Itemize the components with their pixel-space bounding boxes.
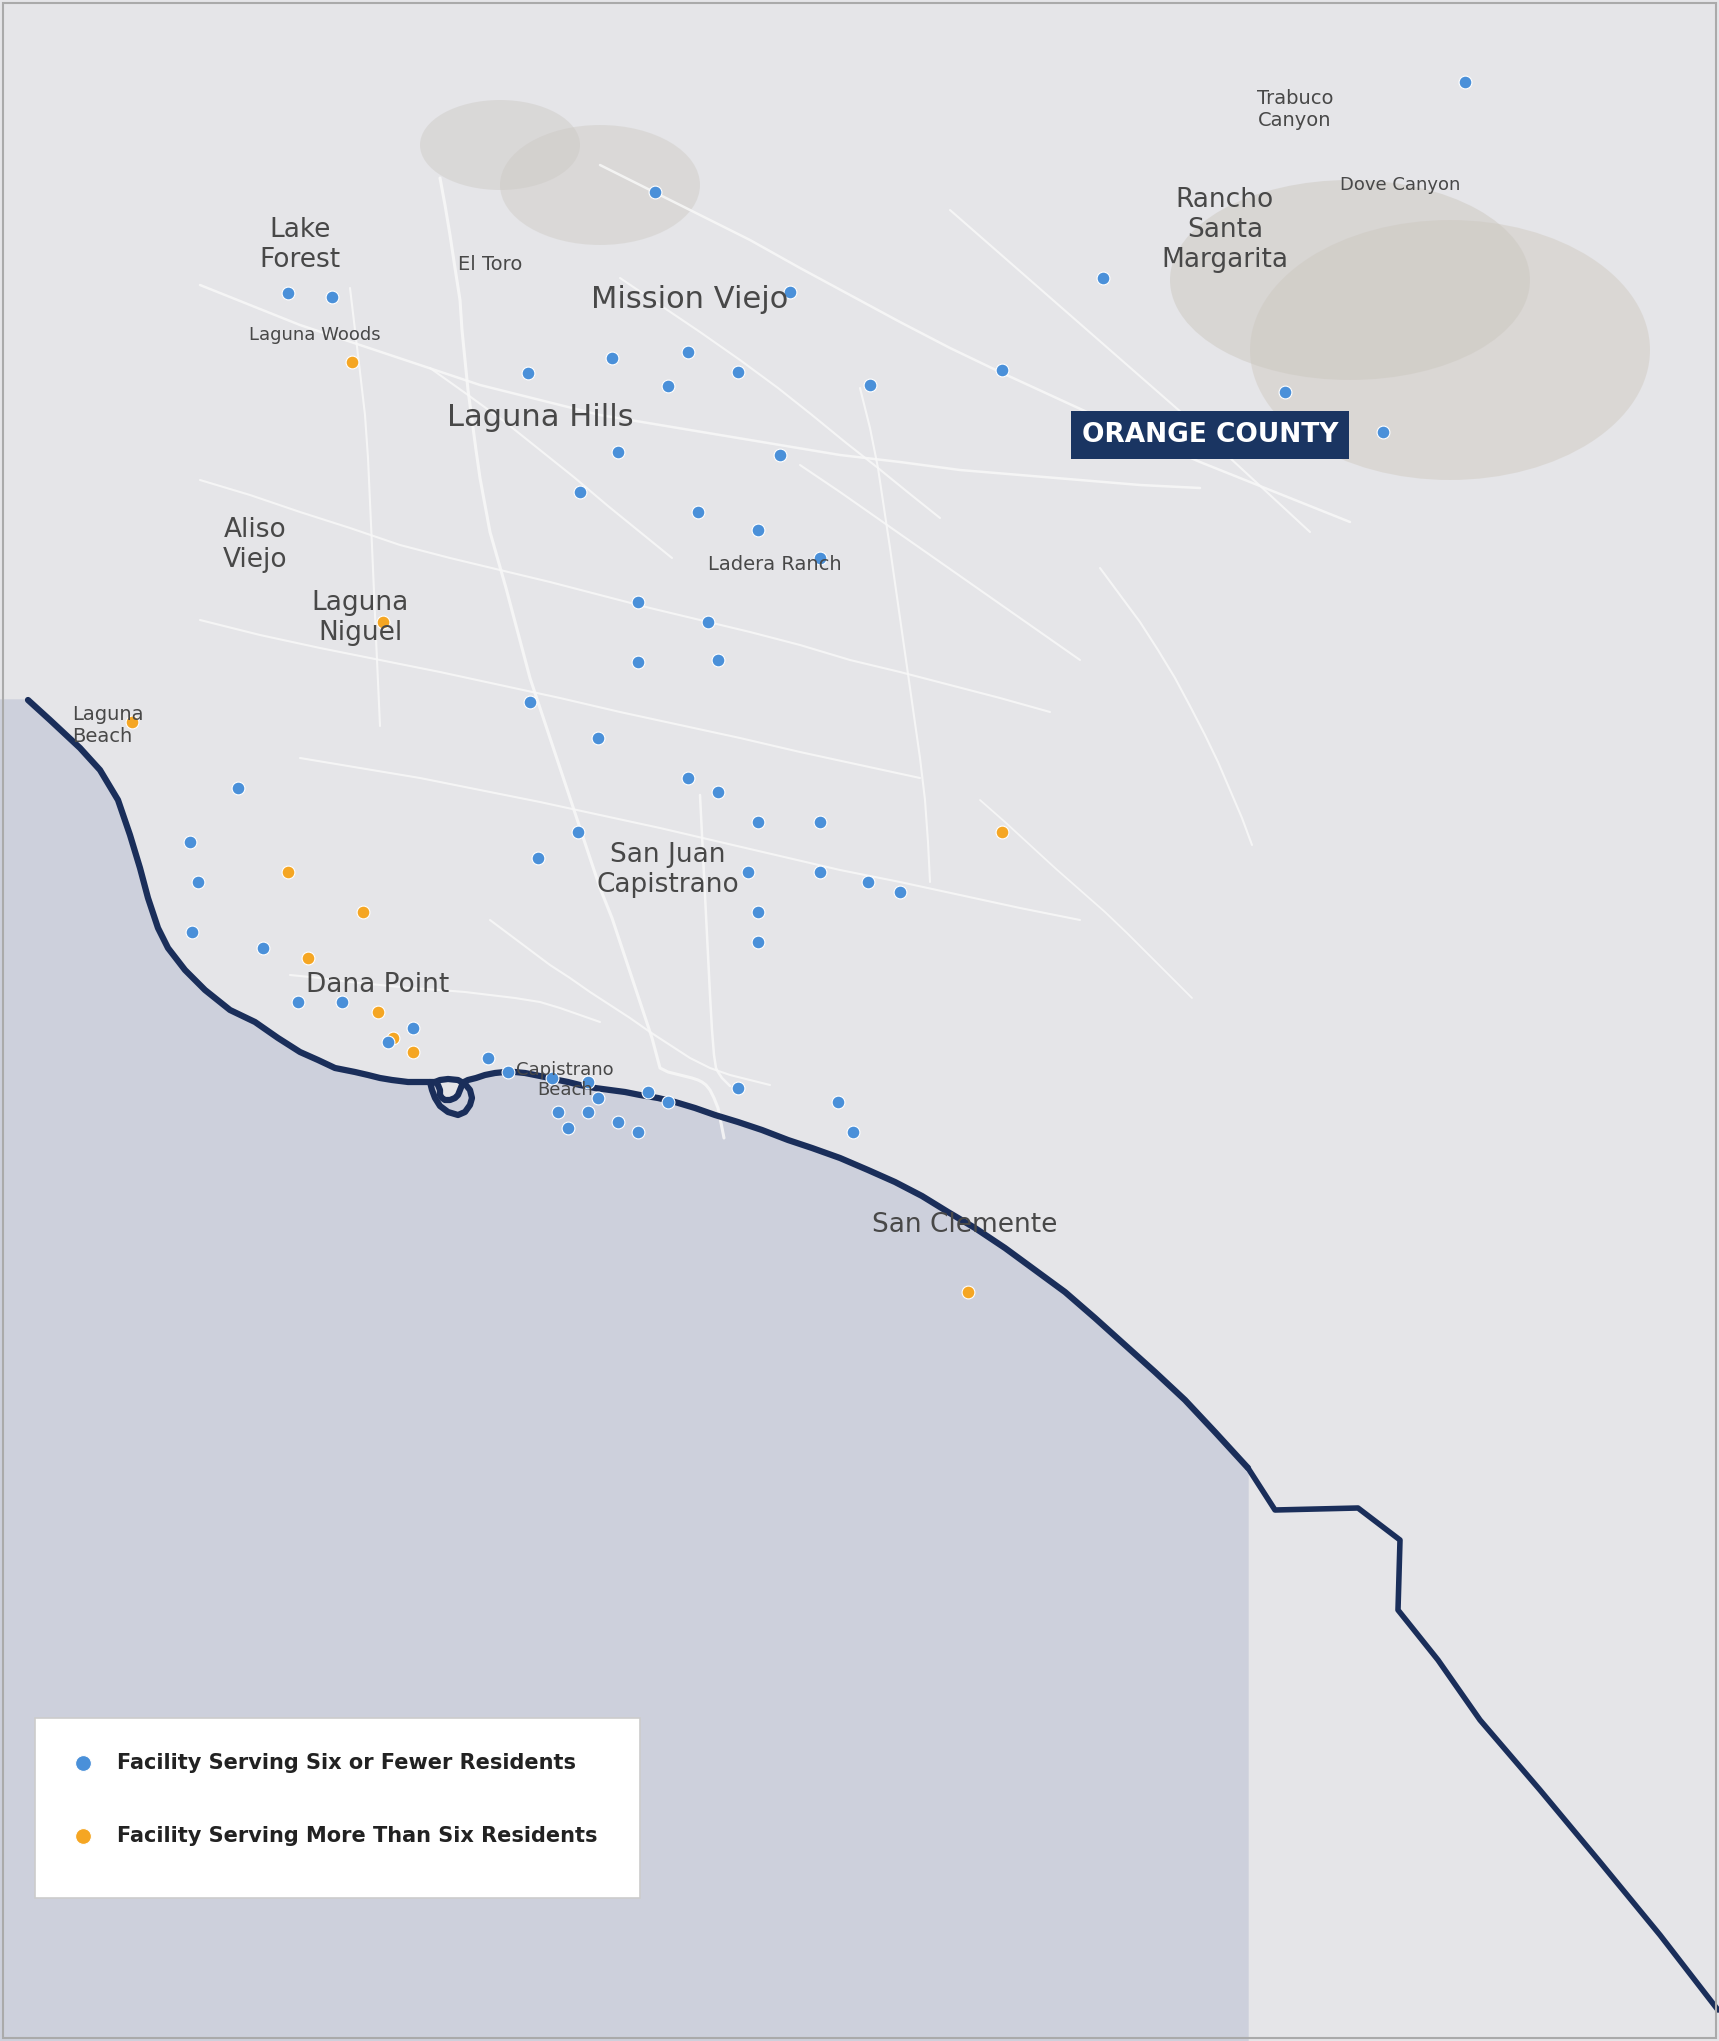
- Point: [641, 176, 669, 208]
- Polygon shape: [0, 700, 1248, 2041]
- Point: [294, 941, 321, 974]
- Point: [574, 1065, 602, 1098]
- Point: [684, 496, 712, 529]
- Point: [179, 916, 206, 949]
- Point: [564, 816, 591, 849]
- Point: [854, 865, 882, 898]
- Point: [538, 1061, 566, 1094]
- Point: [839, 1116, 866, 1149]
- Point: [516, 686, 543, 718]
- Point: [275, 278, 303, 310]
- Point: [856, 369, 884, 402]
- Point: [339, 345, 366, 378]
- Point: [624, 645, 652, 678]
- Point: [349, 896, 376, 929]
- Point: [495, 1055, 523, 1088]
- Point: [724, 1072, 751, 1104]
- Text: Mission Viejo: Mission Viejo: [591, 286, 789, 314]
- Point: [1272, 376, 1300, 408]
- Text: Capistrano
Beach: Capistrano Beach: [516, 1061, 614, 1100]
- Point: [318, 282, 346, 314]
- Text: Trabuco
Canyon: Trabuco Canyon: [1257, 90, 1334, 131]
- Point: [584, 1082, 612, 1114]
- Ellipse shape: [500, 125, 700, 245]
- Text: ORANGE COUNTY: ORANGE COUNTY: [1081, 422, 1339, 449]
- Point: [584, 723, 612, 755]
- Text: El Toro: El Toro: [457, 255, 523, 273]
- Point: [744, 514, 772, 547]
- Point: [624, 586, 652, 618]
- Point: [954, 1276, 982, 1308]
- Point: [399, 1012, 426, 1045]
- Text: Laguna Hills: Laguna Hills: [447, 404, 633, 433]
- Point: [184, 865, 211, 898]
- Point: [284, 986, 311, 1018]
- Point: [524, 841, 552, 874]
- Point: [69, 1747, 96, 1780]
- Point: [988, 816, 1016, 849]
- Point: [554, 1112, 581, 1145]
- Text: Dana Point: Dana Point: [306, 972, 450, 998]
- Point: [694, 606, 722, 639]
- Point: [655, 369, 682, 402]
- Point: [328, 986, 356, 1018]
- Point: [364, 996, 392, 1029]
- Point: [119, 706, 146, 739]
- Text: Facility Serving More Than Six Residents: Facility Serving More Than Six Residents: [117, 1827, 598, 1845]
- Point: [598, 341, 626, 374]
- Point: [1451, 65, 1478, 98]
- Point: [605, 435, 633, 467]
- Point: [69, 1821, 96, 1853]
- Point: [223, 771, 251, 804]
- Text: Aliso
Viejo: Aliso Viejo: [223, 516, 287, 574]
- Ellipse shape: [1250, 220, 1650, 480]
- Point: [474, 1041, 502, 1074]
- Point: [767, 439, 794, 471]
- Point: [545, 1096, 572, 1129]
- Text: Ladera Ranch: Ladera Ranch: [708, 555, 842, 574]
- Point: [744, 927, 772, 959]
- Ellipse shape: [1171, 180, 1530, 380]
- Point: [605, 1106, 633, 1139]
- Point: [380, 1023, 407, 1055]
- Point: [370, 606, 397, 639]
- Text: Lake
Forest: Lake Forest: [260, 216, 340, 273]
- Point: [249, 931, 277, 963]
- Text: Facility Serving Six or Fewer Residents: Facility Serving Six or Fewer Residents: [117, 1753, 576, 1774]
- FancyBboxPatch shape: [34, 1719, 639, 1898]
- Point: [806, 806, 834, 839]
- Point: [744, 806, 772, 839]
- Point: [887, 876, 915, 908]
- Point: [399, 1035, 426, 1067]
- Text: San Juan
Capistrano: San Juan Capistrano: [596, 843, 739, 898]
- Text: Laguna
Beach: Laguna Beach: [72, 704, 143, 745]
- Point: [705, 776, 732, 808]
- Point: [514, 357, 541, 390]
- Point: [1370, 416, 1398, 449]
- Point: [705, 643, 732, 676]
- Point: [823, 1086, 851, 1118]
- Ellipse shape: [419, 100, 579, 190]
- Point: [574, 1096, 602, 1129]
- Point: [177, 827, 205, 859]
- Point: [734, 855, 762, 888]
- Point: [674, 761, 701, 794]
- Text: San Clemente: San Clemente: [872, 1212, 1057, 1239]
- Point: [1090, 261, 1117, 294]
- Point: [777, 276, 804, 308]
- Point: [806, 855, 834, 888]
- Point: [988, 353, 1016, 386]
- Text: Rancho
Santa
Margarita: Rancho Santa Margarita: [1162, 188, 1289, 273]
- Text: Laguna Woods: Laguna Woods: [249, 327, 382, 345]
- Point: [724, 355, 751, 388]
- Point: [275, 855, 303, 888]
- Point: [624, 1116, 652, 1149]
- Point: [655, 1086, 682, 1118]
- Point: [375, 1027, 402, 1059]
- Point: [744, 896, 772, 929]
- Point: [806, 541, 834, 574]
- Text: Dove Canyon: Dove Canyon: [1339, 176, 1459, 194]
- Text: Laguna
Niguel: Laguna Niguel: [311, 590, 409, 647]
- Point: [634, 1076, 662, 1108]
